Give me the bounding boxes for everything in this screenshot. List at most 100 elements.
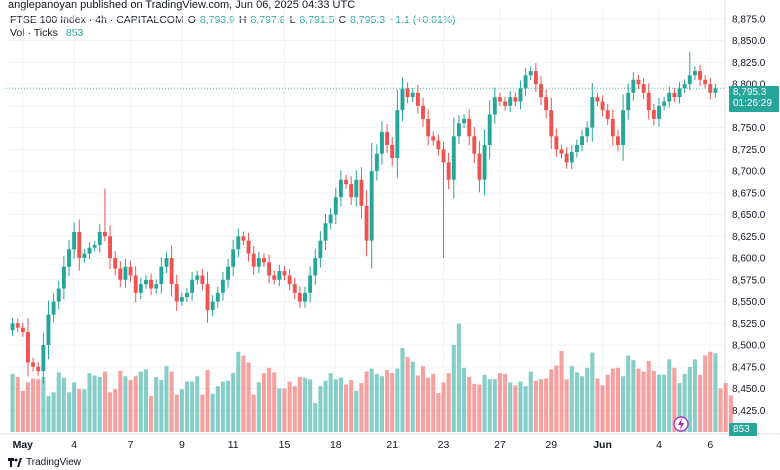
volume-bar — [646, 360, 651, 432]
volume-bar — [369, 368, 374, 432]
volume-bar — [456, 323, 461, 432]
volume-bar — [703, 355, 708, 432]
volume-bar — [328, 373, 333, 432]
volume-bar — [574, 372, 579, 432]
volume-bar — [374, 373, 379, 432]
candle-body — [308, 275, 313, 293]
candle-body — [190, 279, 195, 293]
candle-body — [687, 75, 692, 85]
volume-bar — [538, 379, 544, 432]
candle-body — [236, 236, 241, 250]
candle-body — [277, 271, 282, 280]
volume-bar — [687, 367, 692, 432]
candle-body — [215, 292, 220, 302]
y-tick-label: 8,625.0 — [732, 232, 766, 243]
volume-bar — [692, 359, 697, 432]
y-tick-label: 8,450.0 — [732, 384, 766, 395]
candle-body — [174, 284, 179, 302]
candle-body — [313, 258, 318, 276]
candle-body — [564, 153, 569, 163]
candle-body — [169, 258, 174, 285]
candle-body — [513, 97, 518, 102]
volume-bar — [708, 351, 713, 432]
volume-bar — [713, 353, 718, 432]
candle-body — [185, 292, 189, 298]
volume-bar — [36, 379, 41, 432]
candle-body — [262, 258, 266, 263]
candle-body — [51, 301, 56, 315]
candle-body — [431, 136, 436, 141]
volume-bar — [184, 381, 190, 432]
candle-body — [421, 105, 425, 119]
x-tick-label: 7 — [128, 439, 134, 451]
candle-body — [590, 97, 595, 128]
volume-bar — [508, 382, 513, 432]
candle-body — [682, 84, 687, 89]
volume-bar — [461, 367, 467, 432]
candle-body — [138, 284, 143, 293]
candle-body — [631, 79, 636, 93]
candle-body — [405, 88, 410, 98]
candle-body — [446, 162, 451, 180]
candle-body — [672, 92, 677, 98]
close-value: 8,795.3 — [350, 14, 386, 26]
volume-bar — [282, 388, 287, 432]
volume-bar — [410, 361, 415, 432]
candle-body — [31, 362, 36, 367]
candle-body — [210, 301, 215, 311]
candle-body — [487, 114, 492, 145]
volume-bar — [354, 390, 359, 432]
volume-bar — [313, 402, 318, 432]
publisher-line: anglepanoyan published on TradingView.co… — [8, 0, 356, 11]
candle-body — [267, 262, 272, 276]
tradingview-footer[interactable]: TradingView — [8, 457, 81, 468]
volume-bar — [343, 384, 349, 432]
volume-bar — [179, 389, 184, 432]
high-value: 8,797.8 — [250, 14, 286, 26]
y-tick-label: 8,850.0 — [732, 36, 766, 47]
y-tick-label: 8,475.0 — [732, 362, 766, 373]
volume-bar — [400, 347, 405, 432]
candle-body — [380, 131, 384, 154]
symbol-name[interactable]: FTSE 100 Index · 4h · CAPITALCOM — [10, 14, 184, 26]
candle-body — [20, 327, 25, 332]
candle-body — [328, 214, 333, 224]
candle-body — [67, 249, 71, 267]
candle-body — [369, 171, 374, 241]
candle-body — [472, 136, 477, 154]
x-tick-label: 15 — [279, 439, 291, 451]
volume-bar — [518, 381, 523, 432]
volume-bar — [92, 375, 97, 432]
candle-body — [703, 79, 708, 85]
volume-bar — [323, 380, 328, 432]
candle-body — [390, 144, 395, 159]
candle-body — [323, 223, 328, 241]
candle-body — [600, 101, 605, 111]
volume-bar — [441, 382, 446, 432]
candle-body — [544, 97, 549, 111]
candle-body — [102, 231, 107, 237]
candle-body — [400, 88, 405, 111]
candle-body — [426, 118, 431, 137]
volume-bar — [10, 373, 15, 432]
candle-body — [698, 71, 702, 80]
volume-bar — [482, 374, 487, 432]
tradingview-logo-icon — [8, 458, 22, 467]
candle-body — [272, 275, 277, 280]
volume-bar — [261, 373, 267, 432]
volume-bar — [697, 374, 703, 432]
volume-bar — [169, 371, 174, 432]
candle-body — [621, 110, 626, 145]
volume-bar — [544, 378, 549, 432]
volume-bar — [97, 376, 102, 432]
volume-bar — [497, 373, 503, 432]
volume-indicator-label[interactable]: Vol · Ticks — [10, 27, 58, 39]
candle-body — [154, 284, 159, 289]
candle-body — [364, 205, 369, 241]
volume-bar — [723, 383, 728, 432]
candle-body — [246, 240, 251, 254]
candle-body — [533, 71, 538, 85]
volume-bar — [651, 370, 656, 432]
volume-bar — [31, 378, 36, 432]
